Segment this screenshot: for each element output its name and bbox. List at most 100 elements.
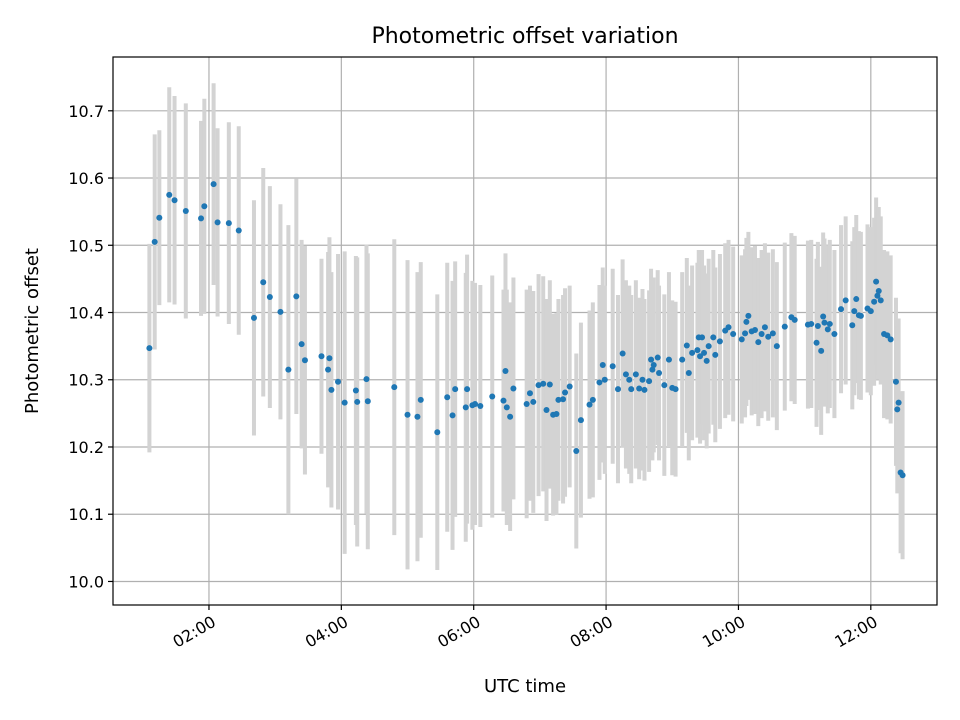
data-point <box>543 407 550 414</box>
data-point <box>250 314 257 321</box>
data-point <box>589 396 596 403</box>
data-point <box>225 220 232 227</box>
data-point <box>867 308 874 315</box>
data-point <box>210 181 217 188</box>
data-point <box>500 397 507 404</box>
data-point <box>743 318 750 325</box>
data-point <box>156 214 163 221</box>
data-point <box>685 370 692 377</box>
data-point <box>586 401 593 408</box>
data-point <box>632 371 639 378</box>
data-point <box>761 324 768 331</box>
data-point <box>530 398 537 405</box>
data-point <box>636 385 643 392</box>
data-point <box>765 333 772 340</box>
data-point <box>414 413 421 420</box>
data-point <box>599 361 606 368</box>
data-point <box>641 386 648 393</box>
data-point <box>325 366 332 373</box>
data-point <box>628 386 635 393</box>
data-point <box>857 312 864 319</box>
data-point <box>697 353 704 360</box>
data-point <box>689 349 696 356</box>
y-tick-label: 10.5 <box>68 236 104 255</box>
data-point <box>871 298 878 305</box>
data-point <box>573 448 580 455</box>
data-point <box>648 356 655 363</box>
data-point <box>821 319 828 326</box>
data-point <box>701 349 708 356</box>
data-point <box>813 339 820 346</box>
data-point <box>877 297 884 304</box>
data-point <box>814 322 821 329</box>
data-point <box>507 413 514 420</box>
data-point <box>639 376 646 383</box>
data-point <box>769 330 776 337</box>
data-point <box>626 376 633 383</box>
data-point <box>884 332 891 339</box>
data-point <box>646 378 653 385</box>
data-point <box>694 347 701 354</box>
data-point <box>601 376 608 383</box>
y-tick-label: 10.1 <box>68 505 104 524</box>
data-point <box>838 306 845 313</box>
data-point <box>566 383 573 390</box>
data-point <box>477 402 484 409</box>
data-point <box>201 203 208 210</box>
data-point <box>523 400 530 407</box>
data-point <box>235 227 242 234</box>
data-point <box>895 399 902 406</box>
data-point <box>449 412 456 419</box>
data-point <box>293 293 300 300</box>
data-point <box>887 336 894 343</box>
data-point <box>596 379 603 386</box>
data-point <box>335 378 342 385</box>
data-point <box>619 350 626 357</box>
y-tick-label: 10.3 <box>68 371 104 390</box>
plot-frame <box>112 56 938 606</box>
point-layer <box>146 181 906 479</box>
data-point <box>873 278 880 285</box>
data-point <box>562 389 569 396</box>
data-point <box>808 320 815 327</box>
data-point <box>730 331 737 338</box>
data-point <box>738 336 745 343</box>
y-tick-label: 10.2 <box>68 438 104 457</box>
data-point <box>341 399 348 406</box>
data-point <box>818 347 825 354</box>
data-point <box>363 376 370 383</box>
data-point <box>266 294 273 301</box>
data-point <box>526 390 533 397</box>
data-point <box>703 357 710 364</box>
data-point <box>622 371 629 378</box>
data-point <box>555 396 562 403</box>
data-point <box>874 292 881 299</box>
x-axis-label: UTC time <box>484 676 566 697</box>
data-point <box>614 386 621 393</box>
data-point <box>535 382 542 389</box>
data-point <box>391 384 398 391</box>
data-point <box>656 370 663 377</box>
data-point <box>546 381 553 388</box>
data-point <box>182 207 189 214</box>
data-point <box>171 197 178 204</box>
data-point <box>875 287 882 294</box>
data-point <box>831 331 838 338</box>
data-point <box>712 351 719 358</box>
data-point <box>277 308 284 315</box>
data-point <box>699 334 706 341</box>
data-point <box>851 308 858 315</box>
data-point <box>489 393 496 400</box>
data-point <box>826 320 833 327</box>
data-point <box>649 366 656 373</box>
data-point <box>683 342 690 349</box>
data-point <box>285 366 292 373</box>
y-tick-label: 10.0 <box>68 572 104 591</box>
data-point <box>502 368 509 375</box>
data-point <box>661 382 668 389</box>
data-point <box>679 356 686 363</box>
data-point <box>540 380 547 387</box>
data-point <box>710 334 717 341</box>
data-point <box>298 341 305 348</box>
